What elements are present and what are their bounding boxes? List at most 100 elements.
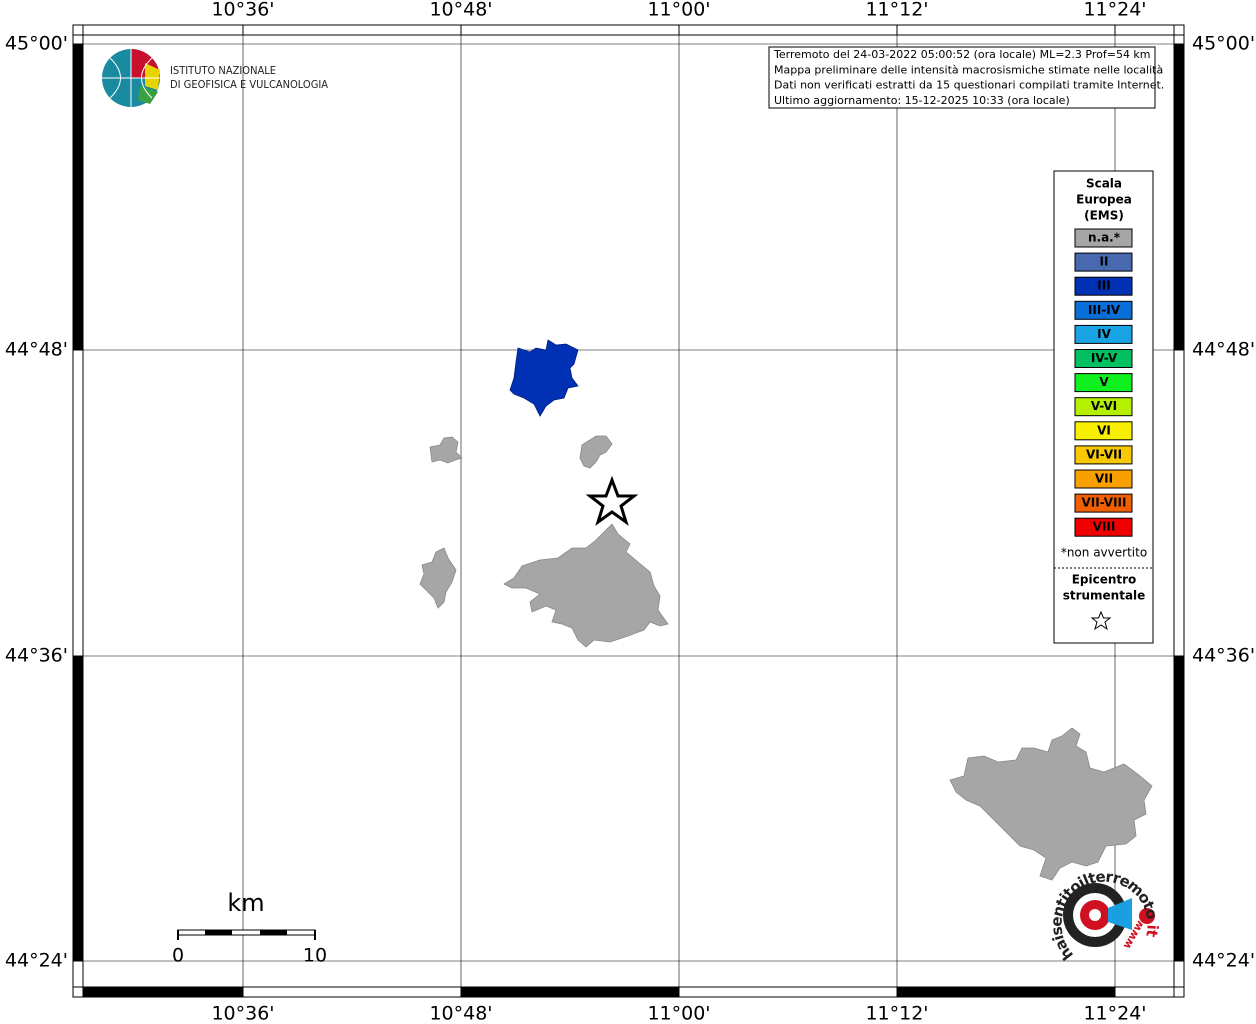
frame-segment [460, 24, 680, 36]
legend-note: *non avvertito [1061, 546, 1147, 560]
frame-segment [72, 655, 84, 962]
legend-label: II [1100, 255, 1109, 269]
frame-segment [82, 24, 244, 36]
legend-label: V-VI [1091, 399, 1117, 413]
frame-segment [678, 986, 898, 998]
frame-segments [72, 24, 1185, 998]
legend-title: Europea [1076, 193, 1132, 207]
legend-label: IV-V [1091, 351, 1118, 365]
legend-epicenter: strumentale [1063, 589, 1146, 603]
lat-label: 44°24' [1192, 950, 1255, 972]
legend-label: VI [1097, 423, 1111, 437]
map-area [82, 34, 1175, 988]
legend-title: (EMS) [1084, 209, 1124, 223]
legend-swatch [1074, 469, 1133, 489]
logo-wave [1108, 898, 1132, 930]
info-line: Terremoto del 24-03-2022 05:00:52 (ora l… [773, 48, 1151, 61]
epicenter-star [585, 475, 639, 526]
lon-label: 10°36' [211, 1003, 274, 1024]
legend-swatch [1074, 300, 1133, 320]
legend-label: III [1097, 279, 1110, 293]
locality-area [419, 547, 457, 609]
locality-area [503, 523, 669, 648]
lon-label: 10°48' [429, 1003, 492, 1024]
legend-swatch [1074, 493, 1133, 513]
legend-label: VIII [1093, 520, 1116, 534]
legend-title: Scala [1086, 177, 1122, 191]
locality-intensity-iii [509, 339, 579, 417]
frame-segment [678, 24, 898, 36]
info-line: Dati non verificati estratti da 15 quest… [774, 79, 1164, 92]
frame-segment [1114, 24, 1175, 36]
frame-segment [72, 349, 84, 657]
scale-unit: km [227, 889, 264, 917]
site-tld: .it [1143, 918, 1162, 938]
graticule: 10°36' 10°36' 10°48' 10°48' 11°00' 11°00' 11°1… [5, 0, 1255, 1024]
frame-segment [1173, 34, 1185, 45]
lat-label: 44°48' [5, 339, 68, 361]
lat-label: 44°36' [1192, 645, 1255, 667]
legend-swatch [1074, 324, 1133, 344]
frame-segment [896, 986, 1116, 998]
logo-segment [138, 86, 158, 104]
legend-label: VII [1095, 472, 1113, 486]
frame-segment [1173, 655, 1185, 962]
locality-area [579, 435, 613, 469]
lat-label: 44°48' [1192, 339, 1255, 361]
logo-ring [1089, 909, 1101, 921]
lon-label: 11°00' [647, 0, 710, 21]
frame-segment [242, 24, 462, 36]
lon-label: 11°00' [647, 1003, 710, 1024]
legend-swatch [1074, 373, 1133, 393]
info-line: Mappa preliminare delle intensità macros… [774, 63, 1163, 76]
frame-segment [82, 986, 244, 998]
legend-epicenter: Epicentro [1072, 573, 1137, 587]
ingv-logo: ISTITUTO NAZIONALE DI GEOFISICA E VULCAN… [102, 49, 328, 107]
legend-swatch [1074, 445, 1133, 465]
frame-segment [242, 986, 462, 998]
legend-label: IV [1097, 327, 1111, 341]
lat-label: 44°24' [5, 950, 68, 972]
locality-area [429, 436, 463, 464]
lon-label: 11°24' [1083, 0, 1146, 21]
lon-label: 11°12' [865, 1003, 928, 1024]
scale-rect [177, 929, 316, 936]
frame-segment [72, 960, 84, 988]
legend-swatch [1074, 517, 1133, 537]
scale-rect [260, 930, 287, 935]
legend-swatch [1074, 397, 1133, 417]
lat-label: 45°00' [1192, 33, 1255, 55]
legend-swatch [1074, 276, 1133, 296]
info-text: Terremoto del 24-03-2022 05:00:52 (ora l… [773, 48, 1164, 107]
frame-segment [1173, 43, 1185, 351]
logo-dot [1139, 908, 1155, 924]
legend-label: VI-VII [1086, 447, 1122, 461]
legend-label: n.a.* [1088, 231, 1121, 245]
logo-text: ISTITUTO NAZIONALE [170, 64, 276, 77]
legend-swatch [1074, 228, 1133, 248]
logo-text: DI GEOFISICA E VULCANOLOGIA [170, 78, 328, 91]
legend-swatch [1074, 421, 1133, 441]
legend-swatch [1074, 349, 1133, 368]
frame-segment [460, 986, 680, 998]
legend-star [1090, 610, 1112, 631]
frame-segment [72, 34, 84, 45]
logo-lines [102, 49, 160, 107]
scale-label: 0 [172, 945, 184, 967]
lat-label: 45°00' [5, 33, 68, 55]
frame-segment [1173, 960, 1185, 988]
info-line: Ultimo aggiornamento: 15-12-2025 10:33 (… [774, 94, 1070, 107]
scale-bar: km 0 10 [172, 889, 327, 967]
legend: ScalaEuropea(EMS)n.a.*IIIIIIII-IVIVIV-VV… [1061, 177, 1147, 603]
locality-area [949, 727, 1153, 881]
info-box [768, 46, 1156, 109]
legend-label: VII-VIII [1081, 496, 1126, 510]
frame-segment [1173, 349, 1185, 657]
legend-label: V [1099, 375, 1109, 389]
logo-segment [145, 63, 160, 90]
lat-label: 44°36' [5, 645, 68, 667]
scale-rect [205, 930, 232, 935]
frame-segment [72, 43, 84, 351]
legend-swatch [1074, 252, 1133, 272]
